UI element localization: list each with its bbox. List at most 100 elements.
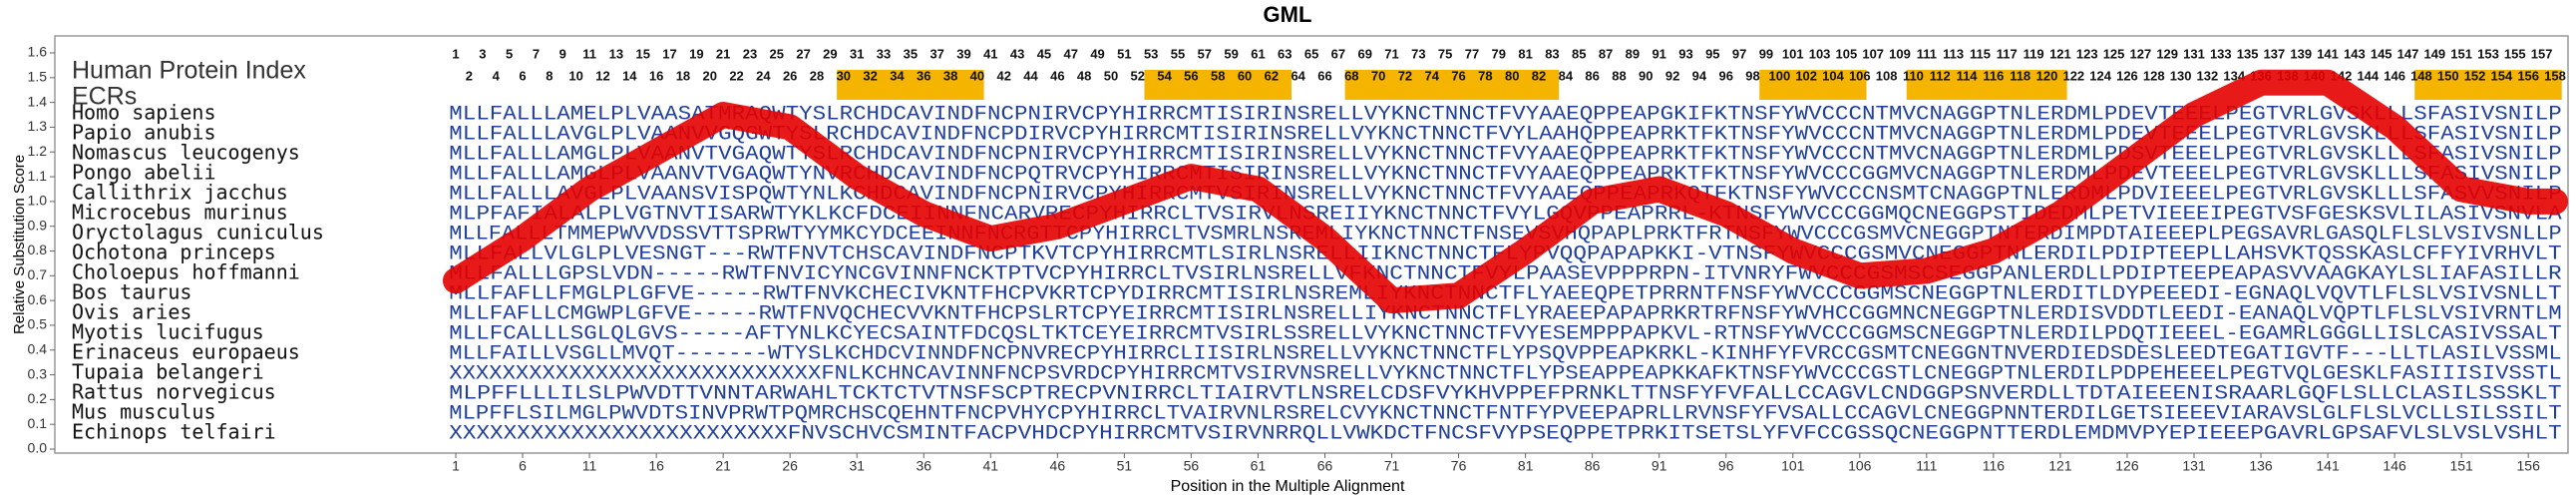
- column-number: 49: [1090, 46, 1104, 61]
- column-number: 20: [703, 68, 717, 83]
- column-number: 148: [2410, 68, 2432, 83]
- column-number: 117: [1997, 46, 2018, 61]
- column-number: 88: [1612, 68, 1626, 83]
- species-name: Homo sapiens: [72, 101, 216, 125]
- column-number: 48: [1077, 68, 1091, 83]
- x-tick-label: 126: [2115, 458, 2139, 474]
- column-number: 73: [1411, 46, 1425, 61]
- column-number: 153: [2477, 46, 2499, 61]
- x-tick-label: 11: [582, 458, 597, 474]
- column-number: 25: [770, 46, 784, 61]
- x-tick-label: 71: [1384, 458, 1400, 474]
- column-number: 109: [1889, 46, 1911, 61]
- x-tick-label: 16: [648, 458, 664, 474]
- column-number: 137: [2264, 46, 2286, 61]
- column-number: 156: [2517, 68, 2539, 83]
- column-number: 86: [1585, 68, 1599, 83]
- column-number: 12: [595, 68, 609, 83]
- y-tick-label: 0.0: [28, 440, 48, 456]
- column-number: 72: [1398, 68, 1412, 83]
- x-tick-label: 6: [519, 458, 527, 474]
- column-number: 132: [2197, 68, 2219, 83]
- column-number: 119: [2024, 46, 2044, 61]
- y-tick-label: 0.1: [28, 415, 48, 431]
- column-number: 89: [1626, 46, 1640, 61]
- column-number: 59: [1224, 46, 1238, 61]
- species-name: Microcebus murinus: [72, 201, 288, 225]
- column-number: 33: [877, 46, 891, 61]
- column-number: 81: [1518, 46, 1532, 61]
- column-number: 113: [1943, 46, 1964, 61]
- ecr-box: [1906, 70, 2067, 100]
- y-tick-label: 0.7: [28, 266, 48, 282]
- column-number: 158: [2544, 68, 2566, 83]
- column-number: 16: [649, 68, 663, 83]
- column-number: 123: [2076, 46, 2098, 61]
- column-number: 82: [1532, 68, 1546, 83]
- column-number: 102: [1795, 68, 1817, 83]
- species-name: Erinaceus europaeus: [72, 340, 300, 364]
- column-number: 54: [1157, 68, 1172, 83]
- column-number: 14: [622, 68, 637, 83]
- column-number: 10: [568, 68, 582, 83]
- column-number: 110: [1903, 68, 1924, 83]
- sequence: XXXXXXXXXXXXXXXXXXXXXXXXXFNVSCHVCSMINTFA…: [449, 422, 2561, 445]
- species-name: Tupaia belangeri: [72, 360, 264, 384]
- column-number: 97: [1732, 46, 1746, 61]
- column-number: 144: [2357, 68, 2379, 83]
- column-number: 143: [2344, 46, 2366, 61]
- column-number: 87: [1599, 46, 1613, 61]
- column-number: 8: [546, 68, 552, 83]
- column-number: 46: [1050, 68, 1064, 83]
- column-number: 21: [716, 46, 730, 61]
- column-number: 17: [662, 46, 676, 61]
- y-tick-label: 1.2: [28, 143, 48, 159]
- column-number: 154: [2491, 68, 2513, 83]
- column-number: 106: [1849, 68, 1871, 83]
- column-number: 26: [783, 68, 797, 83]
- x-tick-label: 36: [916, 458, 931, 474]
- species-name: Choloepus hoffmanni: [72, 260, 300, 284]
- column-number: 42: [996, 68, 1010, 83]
- column-number: 2: [466, 68, 473, 83]
- column-number: 124: [2089, 68, 2111, 83]
- sequence: MLLFCALLLSGLQLGVS-----AFTYNLKCYECSAINTFD…: [449, 322, 2561, 345]
- sequence: MLPFFLLLILSLPWVDTTVNNTARWAHLTCKTCTVTNSFS…: [449, 382, 2561, 405]
- sequence: MLLFALLLAMGLPLVAANVTVGAQWTYSLRCHDCAVINDF…: [449, 143, 2561, 166]
- column-number: 22: [729, 68, 743, 83]
- column-number: 141: [2317, 46, 2339, 61]
- column-number: 57: [1198, 46, 1212, 61]
- column-number: 63: [1278, 46, 1291, 61]
- column-number: 90: [1639, 68, 1653, 83]
- column-number: 29: [823, 46, 837, 61]
- x-tick-label: 41: [983, 458, 999, 474]
- column-number: 50: [1104, 68, 1118, 83]
- column-number: 62: [1265, 68, 1279, 83]
- column-number: 60: [1238, 68, 1252, 83]
- x-tick-label: 56: [1184, 458, 1200, 474]
- y-tick-label: 0.2: [28, 390, 48, 406]
- column-number: 56: [1184, 68, 1198, 83]
- column-number: 131: [2183, 46, 2205, 61]
- column-number: 116: [1983, 68, 2004, 83]
- score-line: [443, 69, 2568, 314]
- column-number: 108: [1876, 68, 1898, 83]
- ecr-box: [1344, 70, 1560, 100]
- y-tick-label: 1.1: [28, 168, 48, 184]
- x-tick-label: 96: [1718, 458, 1734, 474]
- x-axis-title: Position in the Multiple Alignment: [1171, 478, 1405, 495]
- column-number: 130: [2170, 68, 2192, 83]
- column-number: 41: [983, 46, 997, 61]
- column-number: 7: [533, 46, 540, 61]
- column-number: 11: [582, 46, 596, 61]
- column-number: 6: [519, 68, 526, 83]
- column-number: 91: [1652, 46, 1665, 61]
- ecr-box: [1759, 70, 1867, 100]
- column-number: 100: [1769, 68, 1791, 83]
- column-number: 34: [890, 68, 905, 83]
- column-number: 68: [1344, 68, 1358, 83]
- ecr-label: ECRs: [72, 83, 137, 111]
- column-number: 18: [676, 68, 690, 83]
- x-tick-label: 111: [1916, 458, 1937, 474]
